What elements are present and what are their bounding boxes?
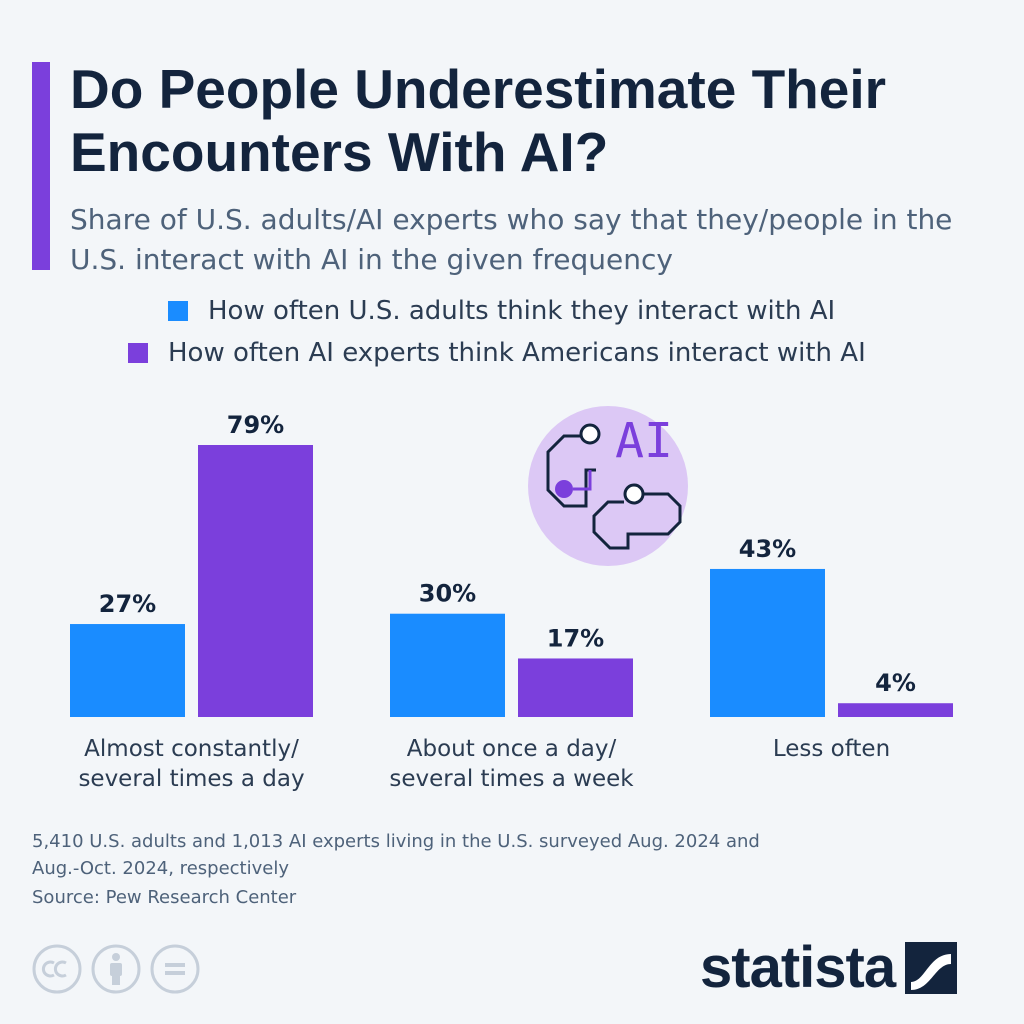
bar-value-label: 4% xyxy=(875,669,916,697)
legend-item-experts: How often AI experts think Americans int… xyxy=(128,338,866,368)
attribution-icon[interactable] xyxy=(91,944,141,994)
category-label: Less often xyxy=(773,736,890,762)
bar-value-label: 43% xyxy=(739,535,796,563)
ai-illustration-text: AI xyxy=(615,413,673,469)
survey-note: 5,410 U.S. adults and 1,013 AI experts l… xyxy=(32,831,760,879)
category-label: several times a week xyxy=(389,766,634,792)
bar-value-label: 30% xyxy=(419,580,476,608)
legend-swatch-experts xyxy=(128,343,148,363)
bar-value-label: 79% xyxy=(227,411,284,439)
legend-label-adults: How often U.S. adults think they interac… xyxy=(208,296,836,326)
statista-mark-icon xyxy=(905,941,958,994)
page-title: Do People Underestimate Their Encounters… xyxy=(70,58,887,183)
legend-label-experts: How often AI experts think Americans int… xyxy=(168,338,866,368)
no-derivatives-icon[interactable] xyxy=(150,944,200,994)
bar-experts-1 xyxy=(518,658,633,717)
ai-brain-circuit-icon: AI xyxy=(528,406,688,566)
bar-adults-1 xyxy=(390,613,505,717)
category-label: Almost constantly/ xyxy=(84,736,299,762)
bar-value-label: 17% xyxy=(547,624,604,652)
statista-logo[interactable]: statista xyxy=(700,934,958,1001)
page-subtitle: Share of U.S. adults/AI experts who say … xyxy=(70,203,953,276)
source-text: Source: Pew Research Center xyxy=(32,887,297,908)
title-accent-bar xyxy=(32,62,50,270)
bar-value-label: 27% xyxy=(99,590,156,618)
legend-item-adults: How often U.S. adults think they interac… xyxy=(168,296,835,326)
bar-experts-0 xyxy=(198,445,313,717)
bar-adults-2 xyxy=(710,568,825,717)
cc-icon[interactable] xyxy=(32,944,82,994)
bar-adults-0 xyxy=(70,624,185,717)
category-label: several times a day xyxy=(78,766,304,792)
bar-chart: 27% 79% Almost constantly/several times a … xyxy=(70,411,953,792)
brand-wordmark: statista xyxy=(700,935,896,1000)
category-label: About once a day/ xyxy=(407,736,617,762)
legend-swatch-adults xyxy=(168,301,188,321)
license-icons xyxy=(32,944,200,994)
bar-experts-2 xyxy=(838,703,953,717)
